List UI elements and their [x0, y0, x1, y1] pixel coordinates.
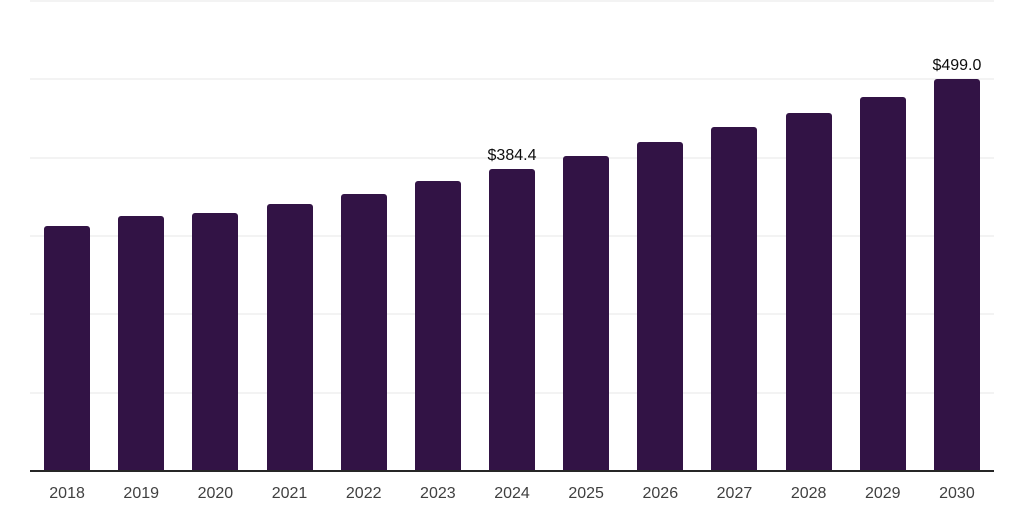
x-tick-label-2022: 2022 [345, 485, 382, 502]
x-tick-label-2024: 2024 [494, 485, 530, 502]
bar-2022 [340, 193, 387, 470]
bar-2024: $384.4 [488, 147, 536, 470]
gridline-400 [30, 156, 994, 159]
gridline-500 [30, 78, 994, 81]
x-tick-label-2019: 2019 [123, 485, 160, 502]
bar-2025 [563, 155, 610, 470]
x-tick-label-2020: 2020 [197, 485, 234, 502]
x-tick-label-2021: 2021 [271, 485, 308, 502]
x-tick-label-2030: 2030 [939, 485, 975, 502]
x-tick-label-2025: 2025 [568, 485, 604, 502]
bar-2021 [266, 203, 313, 470]
x-tick-label-2029: 2029 [864, 485, 901, 502]
bar-2023 [414, 180, 461, 470]
bar-2018 [44, 226, 91, 470]
x-axis: 2018 2019 2020 2021 2022 2023 2024 2025 2026 2027… [30, 472, 994, 512]
bar-2019 [118, 215, 165, 470]
bar-2026 [637, 142, 684, 470]
bar-2028 [785, 112, 832, 470]
x-tick-label-2018: 2018 [49, 485, 85, 502]
x-tick-label-2023: 2023 [420, 485, 456, 502]
x-tick-label-2028: 2028 [790, 485, 827, 502]
data-label-2030: $499.0 [932, 57, 982, 75]
data-label-2024: $384.4 [487, 146, 537, 164]
bar-2030: $499.0 [932, 57, 981, 470]
plot-area: $384.4 $499.0 [30, 0, 994, 472]
bar-2027 [711, 127, 758, 470]
x-tick-label-2026: 2026 [642, 485, 679, 502]
gridline-600 [30, 0, 994, 2]
x-tick-label-2027: 2027 [716, 485, 753, 502]
bar-2020 [192, 212, 239, 470]
bar-2029 [859, 96, 906, 470]
